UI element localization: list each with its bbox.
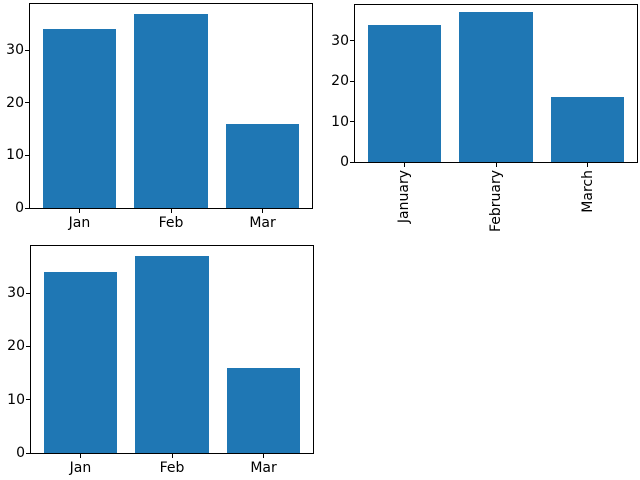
chart-top-left: Jan Feb Mar 0 10 20 30 [6, 3, 313, 231]
x-tick-label: Jan [69, 460, 92, 476]
x-tick-label: February [488, 170, 504, 233]
y-axis-tick [25, 102, 29, 104]
x-axis-tick [403, 163, 405, 167]
bar-jan [43, 271, 118, 453]
bar-mar [226, 367, 301, 453]
y-tick-label: 10 [6, 147, 24, 164]
y-axis-tick [350, 121, 354, 123]
y-tick-label: 20 [6, 94, 24, 111]
x-axis-tick [262, 209, 264, 213]
y-axis-tick [25, 154, 29, 156]
y-axis-tick [26, 452, 30, 454]
y-tick-label: 30 [6, 42, 24, 59]
x-axis-tick [79, 454, 81, 458]
y-axis-tick [350, 80, 354, 82]
y-tick-label: 30 [331, 32, 349, 49]
y-tick-label: 10 [7, 391, 25, 408]
x-axis-tick [171, 454, 173, 458]
x-tick-label: Feb [159, 460, 185, 476]
x-axis-tick [78, 209, 80, 213]
y-tick-label: 20 [7, 338, 25, 355]
x-tick-label: Mar [249, 215, 276, 231]
x-tick-label: January [396, 170, 413, 224]
y-axis-tick [26, 345, 30, 347]
y-axis-tick [350, 161, 354, 163]
x-axis-tick [495, 163, 497, 167]
chart-top-right: January February March 0 10 20 30 [331, 4, 638, 232]
bar-jan [42, 29, 117, 208]
x-axis-tick [170, 209, 172, 213]
x-tick-label: March [579, 170, 596, 213]
x-axis-tick [263, 454, 265, 458]
y-tick-label: 30 [7, 285, 25, 302]
bar-feb [135, 255, 209, 453]
bar-mar [225, 124, 300, 208]
x-axis-tick [587, 163, 589, 167]
y-tick-label: 20 [331, 73, 349, 90]
bar-feb [134, 13, 208, 208]
y-tick-label: 0 [16, 445, 25, 461]
bar-january [367, 24, 442, 162]
y-tick-label: 0 [340, 154, 349, 170]
bar-march [550, 97, 625, 162]
y-axis-tick [350, 40, 354, 42]
y-tick-label: 0 [15, 200, 24, 216]
x-tick-label: Mar [250, 460, 277, 476]
x-tick-label: Feb [158, 215, 184, 231]
y-tick-label: 10 [331, 113, 349, 130]
y-axis-tick [25, 207, 29, 209]
empty-subplot-area [330, 245, 640, 480]
chart-bottom-left: Jan Feb Mar 0 10 20 30 [7, 245, 314, 476]
y-axis-tick [25, 49, 29, 51]
x-tick-label: Jan [68, 215, 91, 231]
y-axis-tick [26, 399, 30, 401]
y-axis-tick [26, 292, 30, 294]
bar-february [459, 12, 533, 162]
